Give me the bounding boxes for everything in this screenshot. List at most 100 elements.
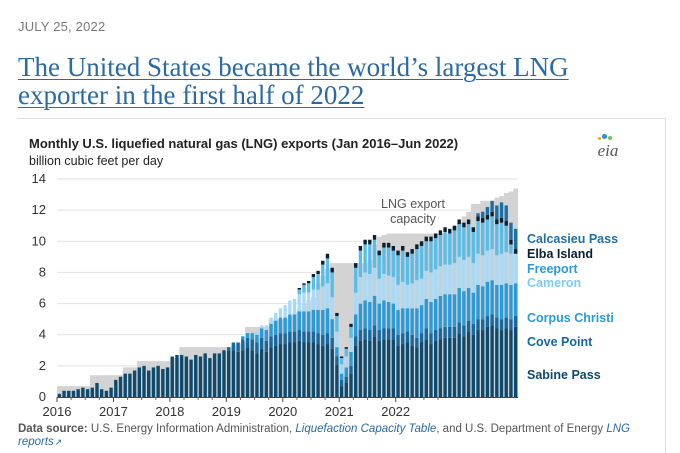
bar-segment-corpus-christi <box>499 284 504 320</box>
bar-segment-cove-point <box>457 322 461 334</box>
liquefaction-capacity-link[interactable]: Liquefaction Capacity Table <box>295 423 437 435</box>
bar-segment-freeport <box>490 216 494 250</box>
bar-segment-elba-island <box>391 245 396 251</box>
bar-segment-sabine-pass <box>76 389 80 397</box>
bar-segment-corpus-christi <box>457 288 461 323</box>
bar-segment-cameron <box>316 289 320 310</box>
bar-segment-elba-island <box>499 217 504 223</box>
bar-segment-sabine-pass <box>269 347 273 397</box>
bar-segment-cove-point <box>325 333 330 345</box>
lng-reports-link[interactable]: LNG reports <box>18 423 630 448</box>
bar-segment-freeport <box>443 231 447 265</box>
bar-segment-elba-island <box>372 235 377 240</box>
bar-segment-sabine-pass <box>147 370 151 397</box>
bar-segment-freeport <box>306 283 311 293</box>
y-tick-label: 6 <box>39 296 46 311</box>
bar-segment-cameron <box>354 292 358 315</box>
bar-segment-cameron <box>274 312 278 321</box>
bar-segment-sabine-pass <box>382 339 386 397</box>
bar-segment-sabine-pass <box>62 390 66 397</box>
bar-segment-calcasieu-pass <box>490 200 494 212</box>
series-label-calcasieu-pass: Calcasieu Pass <box>527 232 618 246</box>
x-tick-label: 2020 <box>268 404 297 419</box>
bar-segment-sabine-pass <box>297 340 301 397</box>
bar-segment-freeport <box>354 267 358 293</box>
bar-segment-sabine-pass <box>372 336 377 397</box>
logo-dot-green <box>608 136 612 140</box>
bar-segment-cove-point <box>311 331 316 343</box>
bar-segment-cameron <box>292 298 297 315</box>
bar-segment-cameron <box>485 250 490 282</box>
bar-segment-corpus-christi <box>250 333 254 340</box>
bar-segment-freeport <box>335 316 339 332</box>
article-headline-link[interactable]: The United States became the world’s lar… <box>18 52 569 110</box>
bar-segment-cove-point <box>306 331 311 343</box>
bar-segment-corpus-christi <box>490 280 494 315</box>
bar-segment-cameron <box>499 253 504 285</box>
bar-segment-corpus-christi <box>485 281 490 317</box>
bar-segment-sabine-pass <box>363 339 367 397</box>
bar-segment-sabine-pass <box>156 365 160 397</box>
bar-segment-sabine-pass <box>485 326 490 397</box>
bar-segment-cove-point <box>462 325 466 337</box>
bar-segment-corpus-christi <box>344 367 348 377</box>
bar-segment-corpus-christi <box>415 308 419 338</box>
bar-segment-sabine-pass <box>278 344 283 397</box>
bar-segment-elba-island <box>476 216 480 222</box>
bar-segment-elba-island <box>302 283 306 285</box>
bar-segment-cameron <box>306 292 311 312</box>
bar-segment-sabine-pass <box>128 373 132 397</box>
bar-segment-cove-point <box>316 333 320 345</box>
bar-segment-corpus-christi <box>358 303 363 331</box>
bar-segment-cove-point <box>339 379 344 387</box>
bar-segment-cameron <box>288 300 292 315</box>
bar-segment-elba-island <box>504 221 508 226</box>
bar-segment-sabine-pass <box>424 339 428 397</box>
bar-segment-cove-point <box>504 317 508 329</box>
bar-segment-sabine-pass <box>349 373 353 397</box>
bar-segment-cove-point <box>513 316 518 327</box>
bar-segment-freeport <box>363 244 367 273</box>
bar-segment-cameron <box>297 294 301 312</box>
bar-segment-elba-island <box>481 217 485 223</box>
bar-segment-cameron <box>415 280 419 309</box>
bar-segment-elba-island <box>452 225 457 231</box>
bar-segment-sabine-pass <box>208 358 212 397</box>
bar-segment-cove-point <box>330 337 334 349</box>
bar-segment-elba-island <box>448 228 452 234</box>
bar-segment-sabine-pass <box>396 345 400 397</box>
bar-segment-cameron <box>433 269 438 299</box>
series-label-corpus-christi: Corpus Christi <box>527 311 614 325</box>
bar-segment-cameron <box>513 253 518 284</box>
bar-segment-freeport <box>316 273 320 290</box>
external-link-icon[interactable]: ↗ <box>54 437 63 447</box>
bar-segment-cove-point <box>466 320 471 332</box>
bar-segment-freeport <box>499 222 504 254</box>
bar-segment-freeport <box>410 253 414 284</box>
bar-segment-sabine-pass <box>311 342 316 397</box>
bar-segment-freeport <box>457 224 461 257</box>
bar-segment-cove-point <box>297 330 301 341</box>
bar-segment-corpus-christi <box>292 314 297 332</box>
bar-segment-freeport <box>372 239 377 268</box>
bar-segment-elba-island <box>321 260 325 265</box>
bar-segment-calcasieu-pass <box>504 205 508 222</box>
bar-segment-cove-point <box>231 342 236 351</box>
bar-segment-calcasieu-pass <box>499 202 504 218</box>
bar-segment-elba-island <box>401 245 405 251</box>
bar-segment-cove-point <box>490 314 494 326</box>
bar-segment-elba-island <box>335 312 339 317</box>
bar-segment-elba-island <box>462 222 466 228</box>
bar-segment-cove-point <box>476 319 480 331</box>
bar-segment-sabine-pass <box>401 344 405 397</box>
bar-segment-elba-island <box>386 242 391 248</box>
bar-segment-freeport <box>438 235 443 267</box>
bar-segment-cameron <box>339 364 344 374</box>
x-tick-label: 2017 <box>99 404 128 419</box>
bar-segment-elba-island <box>297 288 301 290</box>
bar-segment-cove-point <box>495 317 499 329</box>
bar-segment-cameron <box>405 284 410 309</box>
bar-segment-cove-point <box>255 342 259 354</box>
bar-segment-cameron <box>382 273 386 301</box>
bar-segment-cameron <box>363 272 367 301</box>
